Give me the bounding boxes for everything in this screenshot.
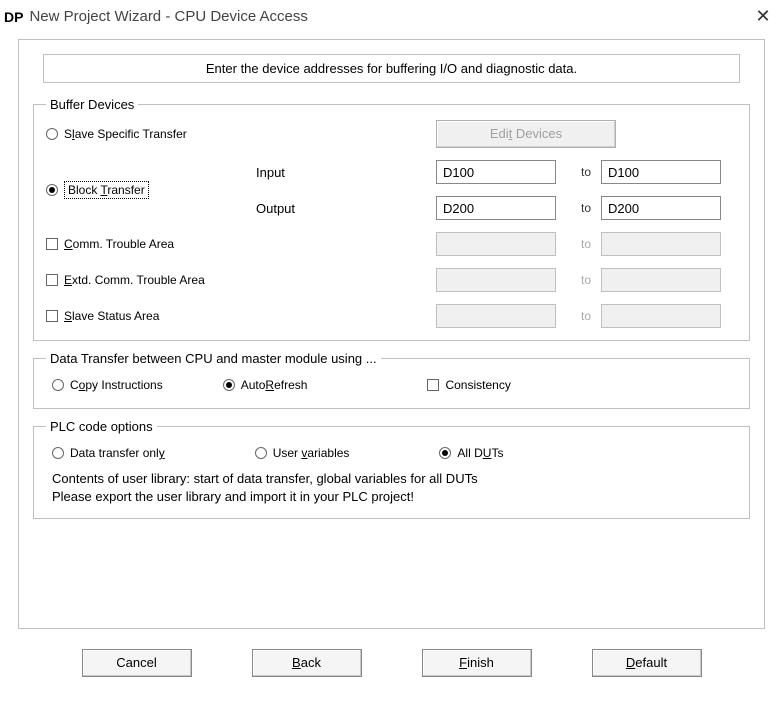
finish-button[interactable]: Finish (422, 649, 532, 677)
consistency-check[interactable]: Consistency (427, 378, 510, 392)
comm-trouble-to-field (601, 232, 721, 256)
to-label: to (571, 309, 601, 323)
input-from-field[interactable] (436, 160, 556, 184)
data-transfer-only-label: Data transfer only (70, 446, 165, 460)
radio-icon (52, 379, 64, 391)
block-transfer-label: Block Transfer (64, 181, 149, 199)
extd-comm-from-field (436, 268, 556, 292)
input-to-field[interactable] (601, 160, 721, 184)
cancel-button[interactable]: Cancel (82, 649, 192, 677)
input-label: Input (256, 165, 436, 180)
data-transfer-only-radio[interactable]: Data transfer only (52, 446, 165, 460)
plc-legend: PLC code options (46, 419, 157, 434)
all-duts-radio[interactable]: All DUTs (439, 446, 503, 460)
radio-icon (439, 447, 451, 459)
transfer-legend: Data Transfer between CPU and master mod… (46, 351, 381, 366)
default-button[interactable]: Default (592, 649, 702, 677)
output-from-field[interactable] (436, 196, 556, 220)
comm-trouble-check[interactable]: Comm. Trouble Area (46, 237, 256, 251)
dialog-body: Enter the device addresses for buffering… (18, 39, 765, 629)
extd-comm-trouble-label: Extd. Comm. Trouble Area (64, 273, 205, 287)
plc-line1: Contents of user library: start of data … (52, 470, 731, 488)
checkbox-icon (427, 379, 439, 391)
checkbox-icon (46, 310, 58, 322)
copy-instructions-label: Copy Instructions (70, 378, 163, 392)
slave-specific-radio[interactable]: Slave Specific Transfer (46, 127, 256, 141)
radio-icon (223, 379, 235, 391)
back-button[interactable]: Back (252, 649, 362, 677)
plc-description: Contents of user library: start of data … (46, 470, 737, 506)
titlebar: DP New Project Wizard - CPU Device Acces… (0, 0, 783, 33)
slave-specific-label: Slave Specific Transfer (64, 127, 187, 141)
slave-status-check[interactable]: Slave Status Area (46, 309, 256, 323)
radio-icon (52, 447, 64, 459)
to-label: to (571, 165, 601, 179)
to-label: to (571, 273, 601, 287)
dialog-footer: Cancel Back Finish Default (0, 649, 783, 677)
output-label: Output (256, 201, 436, 216)
block-transfer-radio[interactable]: Block Transfer (46, 181, 149, 199)
extd-comm-trouble-check[interactable]: Extd. Comm. Trouble Area (46, 273, 256, 287)
to-label: to (571, 201, 601, 215)
autorefresh-label: AutoRefresh (241, 378, 308, 392)
close-icon[interactable]: ✕ (753, 6, 773, 27)
data-transfer-group: Data Transfer between CPU and master mod… (33, 351, 750, 409)
window-title: New Project Wizard - CPU Device Access (29, 8, 307, 25)
instruction-banner: Enter the device addresses for buffering… (43, 54, 740, 83)
buffer-legend: Buffer Devices (46, 97, 138, 112)
buffer-devices-group: Buffer Devices Slave Specific Transfer E… (33, 97, 750, 341)
copy-instructions-radio[interactable]: Copy Instructions (52, 378, 163, 392)
radio-icon (255, 447, 267, 459)
checkbox-icon (46, 274, 58, 286)
comm-trouble-label: Comm. Trouble Area (64, 237, 174, 251)
to-label: to (571, 237, 601, 251)
all-duts-label: All DUTs (457, 446, 503, 460)
slave-status-to-field (601, 304, 721, 328)
output-to-field[interactable] (601, 196, 721, 220)
plc-line2: Please export the user library and impor… (52, 488, 731, 506)
slave-status-label: Slave Status Area (64, 309, 159, 323)
app-logo: DP (4, 9, 23, 25)
plc-options-group: PLC code options Data transfer only User… (33, 419, 750, 519)
radio-icon (46, 184, 58, 196)
user-variables-radio[interactable]: User variables (255, 446, 350, 460)
autorefresh-radio[interactable]: AutoRefresh (223, 378, 308, 392)
extd-comm-to-field (601, 268, 721, 292)
user-variables-label: User variables (273, 446, 350, 460)
edit-devices-button: Edit Devices (436, 120, 616, 148)
radio-icon (46, 128, 58, 140)
consistency-label: Consistency (445, 378, 510, 392)
comm-trouble-from-field (436, 232, 556, 256)
slave-status-from-field (436, 304, 556, 328)
checkbox-icon (46, 238, 58, 250)
